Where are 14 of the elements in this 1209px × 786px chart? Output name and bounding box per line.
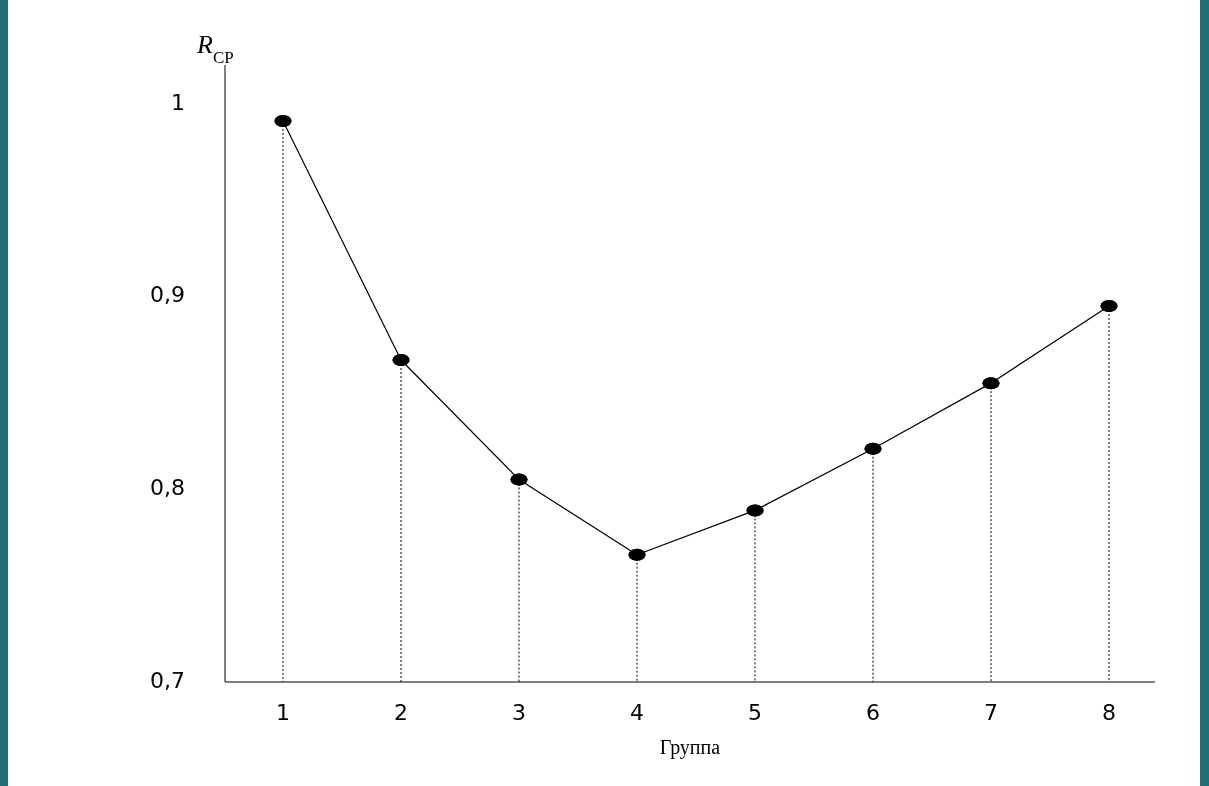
x-tick-label: 8 <box>1102 700 1116 725</box>
y-tick-label: 0,8 <box>150 475 185 501</box>
x-tick-label: 7 <box>984 700 998 725</box>
x-tick-label: 6 <box>866 700 880 725</box>
x-tick-label: 1 <box>276 700 290 725</box>
x-tick-label: 3 <box>512 700 526 725</box>
y-tick-label: 1 <box>171 89 185 115</box>
y-tick-label: 0,9 <box>150 282 185 308</box>
y-axis-title: R$_{СР}$ <box>196 30 234 67</box>
x-axis-title: Группа <box>659 736 721 759</box>
x-tick-label: 4 <box>630 700 644 725</box>
x-tick-label: 5 <box>748 700 762 725</box>
x-tick-label: 2 <box>394 700 408 725</box>
y-tick-label: 0,7 <box>150 668 185 693</box>
